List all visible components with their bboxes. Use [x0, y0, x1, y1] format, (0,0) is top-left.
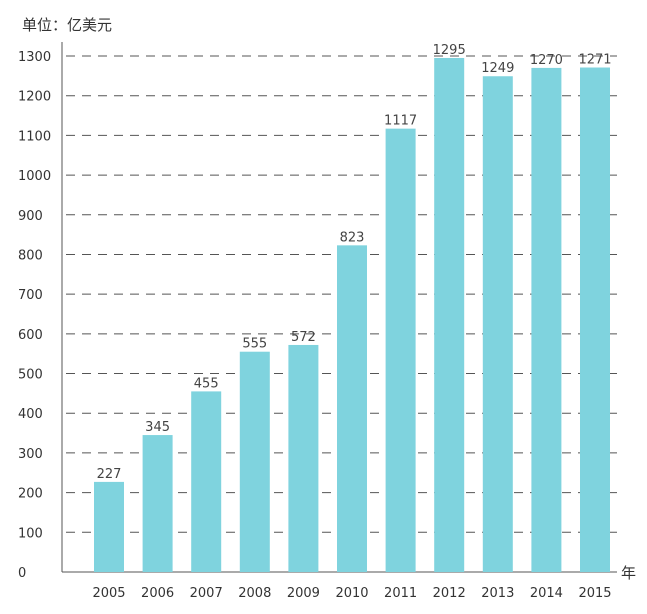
unit-label: 单位：亿美元 — [22, 16, 113, 34]
bar-2006 — [142, 435, 173, 572]
data-label-2012: 1295 — [433, 43, 466, 58]
y-tick-label: 700 — [18, 288, 43, 303]
x-axis-ticks: 2005 2006 2007 2008 2009 2010 2011 2012 2013 2014… — [92, 586, 611, 601]
data-labels: 227 345 455 555 572 823 1117 1295 1249 1270 1271 — [97, 43, 612, 482]
bar-2010 — [337, 245, 367, 572]
y-tick-label: 100 — [18, 526, 43, 541]
x-tick-label-2008: 2008 — [238, 586, 271, 601]
y-tick-label: 800 — [18, 248, 43, 263]
data-label-2015: 1271 — [578, 53, 611, 68]
x-tick-label-2010: 2010 — [335, 586, 368, 601]
data-label-2005: 227 — [97, 467, 122, 482]
x-tick-label-2005: 2005 — [92, 586, 125, 601]
y-tick-label: 0 — [18, 566, 26, 581]
y-tick-label: 900 — [18, 209, 43, 224]
bar-2014 — [531, 67, 562, 573]
bar-2009 — [288, 344, 319, 572]
bar-2012 — [434, 57, 465, 572]
x-axis-unit: 年 — [621, 564, 636, 582]
data-label-2009: 572 — [291, 330, 316, 345]
y-tick-label: 1100 — [18, 129, 51, 144]
y-axis-ticks: 0 100 200 300 400 500 600 700 800 900 1000 1100 1200… — [18, 50, 51, 581]
y-tick-label: 1200 — [18, 90, 51, 105]
bars — [94, 57, 610, 573]
x-tick-label-2014: 2014 — [530, 586, 563, 601]
x-tick-label-2015: 2015 — [578, 586, 611, 601]
bar-2011 — [385, 128, 416, 573]
x-tick-label-2006: 2006 — [141, 586, 174, 601]
y-tick-label: 600 — [18, 328, 43, 343]
y-tick-label: 300 — [18, 447, 43, 462]
data-label-2013: 1249 — [481, 61, 514, 76]
data-label-2008: 555 — [242, 337, 267, 352]
bar-2008 — [239, 351, 270, 572]
bar-2005 — [94, 481, 124, 572]
x-tick-label-2007: 2007 — [190, 586, 223, 601]
x-tick-label-2011: 2011 — [384, 586, 417, 601]
y-tick-label: 500 — [18, 368, 43, 383]
bar-2013 — [482, 76, 513, 573]
data-label-2014: 1270 — [530, 53, 563, 68]
y-tick-label: 1300 — [18, 50, 51, 65]
x-tick-label-2009: 2009 — [287, 586, 320, 601]
data-label-2010: 823 — [340, 230, 365, 245]
bar-2007 — [191, 391, 222, 572]
y-tick-label: 200 — [18, 487, 43, 502]
y-tick-label: 1000 — [18, 169, 51, 184]
x-tick-label-2012: 2012 — [433, 586, 466, 601]
x-tick-label-2013: 2013 — [481, 586, 514, 601]
y-tick-label: 400 — [18, 407, 43, 422]
data-label-2006: 345 — [145, 420, 170, 435]
data-label-2007: 455 — [194, 376, 219, 391]
data-label-2011: 1117 — [384, 114, 417, 129]
bar-2015 — [580, 67, 610, 572]
